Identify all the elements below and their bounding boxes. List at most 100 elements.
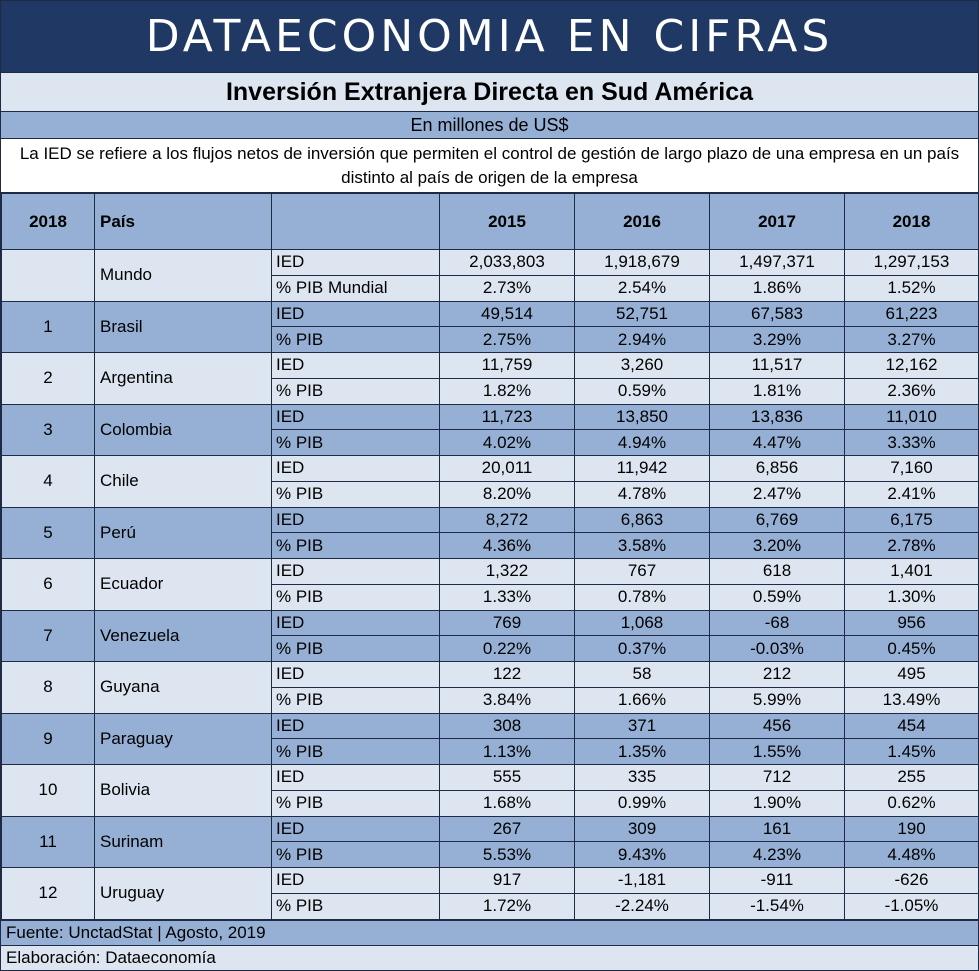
value-cell: 767 <box>574 558 710 585</box>
value-cell: 122 <box>439 661 575 688</box>
country-cell: Chile <box>94 455 272 508</box>
value-cell: 456 <box>709 712 845 740</box>
value-cell: 58 <box>574 661 710 688</box>
value-cell: 1,401 <box>844 558 978 585</box>
value-cell: 5.53% <box>439 841 575 868</box>
value-cell: 6,863 <box>574 506 710 534</box>
value-cell: 769 <box>439 609 575 637</box>
value-cell: 1,297,153 <box>844 249 978 276</box>
value-cell: 1.52% <box>844 274 978 302</box>
value-cell: 6,856 <box>709 455 845 482</box>
rank-cell: 11 <box>1 815 95 868</box>
value-cell: 4.48% <box>844 841 978 868</box>
table-row: 12 Uruguay IED 917 -1,181 -911 -626 <box>1 867 978 920</box>
metric-cell: % PIB <box>271 635 440 662</box>
value-cell: 12,162 <box>844 352 978 379</box>
value-cell: 4.02% <box>439 429 575 456</box>
table-row: 3 Colombia IED 11,723 13,850 13,836 11,010 <box>1 403 978 456</box>
value-cell: 3,260 <box>574 352 710 379</box>
table-row: % PIB 5.53% 9.43% 4.23% 4.48% <box>2 841 978 868</box>
value-cell: 20,011 <box>439 455 575 482</box>
value-cell: 2.47% <box>709 480 845 508</box>
value-cell: 67,583 <box>709 300 845 328</box>
table-row: 9 Paraguay IED 308 371 456 454 <box>1 712 978 765</box>
table-row: % PIB 0.22% 0.37% -0.03% 0.45% <box>2 635 978 662</box>
table-row: 1 Brasil IED 49,514 52,751 67,583 61,223 <box>1 300 978 353</box>
value-cell: 309 <box>574 815 710 843</box>
value-cell: 1.45% <box>844 738 978 765</box>
metric-cell: % PIB <box>271 532 440 559</box>
header-year-2018: 2018 <box>844 193 978 250</box>
value-cell: 3.84% <box>439 686 575 714</box>
value-cell: 335 <box>574 764 710 791</box>
metric-cell: % PIB <box>271 326 440 353</box>
table-row: 4 Chile IED 20,011 11,942 6,856 7,160 <box>1 455 978 508</box>
metric-cell: % PIB <box>271 892 440 920</box>
country-cell: Brasil <box>94 300 272 353</box>
value-cell: 1,068 <box>574 609 710 637</box>
table-row: 11 Surinam IED 267 309 161 190 <box>1 815 978 868</box>
rank-cell: 8 <box>1 661 95 714</box>
metric-cell: IED <box>271 661 440 688</box>
value-cell: 2.94% <box>574 326 710 353</box>
value-cell: 1.82% <box>439 377 575 405</box>
value-cell: 1.33% <box>439 583 575 611</box>
metric-cell: % PIB <box>271 738 440 765</box>
value-cell: 3.27% <box>844 326 978 353</box>
value-cell: -626 <box>844 867 978 894</box>
value-cell: 0.22% <box>439 635 575 662</box>
value-cell: 1,918,679 <box>574 249 710 276</box>
value-cell: 8,272 <box>439 506 575 534</box>
banner-title: DATAECONOMIA EN CIFRAS <box>1 1 978 72</box>
value-cell: 2.41% <box>844 480 978 508</box>
metric-cell: % PIB <box>271 583 440 611</box>
rank-cell: 10 <box>1 764 95 817</box>
header-year-2015: 2015 <box>439 193 575 250</box>
table-row: 6 Ecuador IED 1,322 767 618 1,401 <box>1 558 978 611</box>
value-cell: 2.36% <box>844 377 978 405</box>
footer-credit: Elaboración: Dataeconomía <box>1 944 978 970</box>
metric-cell: IED <box>271 815 440 843</box>
metric-cell: % PIB <box>271 429 440 456</box>
metric-cell: IED <box>271 764 440 791</box>
value-cell: 956 <box>844 609 978 637</box>
value-cell: 52,751 <box>574 300 710 328</box>
country-cell: Ecuador <box>94 558 272 611</box>
value-cell: 6,769 <box>709 506 845 534</box>
table-row: % PIB 2.75% 2.94% 3.29% 3.27% <box>2 326 978 353</box>
metric-cell: IED <box>271 403 440 431</box>
value-cell: 9.43% <box>574 841 710 868</box>
value-cell: 2.78% <box>844 532 978 559</box>
table-row: % PIB Mundial 2.73% 2.54% 1.86% 1.52% <box>2 274 978 302</box>
table-subtitle: En millones de US$ <box>1 112 978 139</box>
value-cell: 61,223 <box>844 300 978 328</box>
value-cell: 1.81% <box>709 377 845 405</box>
rank-cell: 9 <box>1 712 95 765</box>
value-cell: -68 <box>709 609 845 637</box>
value-cell: 4.94% <box>574 429 710 456</box>
value-cell: 1.90% <box>709 789 845 817</box>
table-row: % PIB 4.36% 3.58% 3.20% 2.78% <box>2 532 978 559</box>
value-cell: 4.23% <box>709 841 845 868</box>
table-row: % PIB 1.13% 1.35% 1.55% 1.45% <box>2 738 978 765</box>
value-cell: 454 <box>844 712 978 740</box>
value-cell: 4.36% <box>439 532 575 559</box>
value-cell: 11,759 <box>439 352 575 379</box>
value-cell: -911 <box>709 867 845 894</box>
table-row: % PIB 1.72% -2.24% -1.54% -1.05% <box>2 892 978 920</box>
value-cell: 13,836 <box>709 403 845 431</box>
value-cell: 308 <box>439 712 575 740</box>
value-cell: 11,942 <box>574 455 710 482</box>
table-description: La IED se refiere a los flujos netos de … <box>1 139 978 193</box>
rank-cell: 5 <box>1 506 95 559</box>
value-cell: -1.05% <box>844 892 978 920</box>
metric-cell: % PIB <box>271 789 440 817</box>
metric-cell: % PIB <box>271 480 440 508</box>
header-country: País <box>94 193 272 250</box>
value-cell: 0.59% <box>574 377 710 405</box>
value-cell: 0.37% <box>574 635 710 662</box>
value-cell: 1.72% <box>439 892 575 920</box>
metric-cell: % PIB <box>271 377 440 405</box>
value-cell: 2.75% <box>439 326 575 353</box>
